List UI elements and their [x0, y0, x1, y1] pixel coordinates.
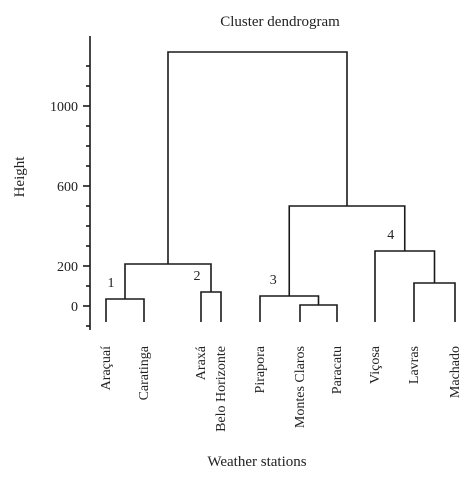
cluster-label: 4: [387, 228, 394, 243]
cluster-label: 1: [108, 276, 115, 291]
cluster-label: 3: [270, 273, 277, 288]
cluster-labels: 1 2 3 4: [108, 228, 395, 291]
dendrogram-link-m9: [167, 51, 348, 264]
leaf-label: Machado: [448, 346, 463, 398]
dendrogram-link-m1: [105, 298, 145, 322]
dendrogram-link-m4: [299, 304, 338, 322]
leaf-label: Viçosa: [368, 345, 383, 384]
dendrogram-link-m6: [413, 282, 456, 322]
y-tick-label: 1000: [50, 100, 78, 115]
dendrogram-tree: [105, 51, 456, 322]
leaf-label: Caratinga: [137, 345, 152, 400]
leaf-label: Araçuaí: [99, 346, 114, 390]
y-tick-label: 200: [57, 260, 78, 275]
leaf-label: Lavras: [407, 346, 422, 384]
y-tick-label: 600: [57, 180, 78, 195]
dendrogram-link-m5: [259, 295, 320, 322]
dendrogram-link-m2: [200, 291, 222, 322]
y-axis: 0 200 600 1000: [50, 36, 91, 330]
dendrogram-link-m7: [374, 250, 436, 322]
chart-title: Cluster dendrogram: [220, 14, 340, 30]
cluster-label: 2: [194, 269, 201, 284]
y-axis-label: Height: [12, 156, 28, 198]
leaf-label: Belo Horizonte: [214, 346, 229, 432]
leaf-label: Montes Claros: [293, 346, 308, 428]
leaf-label: Paracatu: [330, 346, 345, 394]
leaf-label: Pirapora: [253, 345, 268, 393]
leaf-labels: Araçuaí Caratinga Araxá Belo Horizonte Pirap…: [99, 345, 463, 432]
leaf-label: Araxá: [194, 345, 209, 380]
x-axis-label: Weather stations: [207, 454, 306, 470]
y-tick-label: 0: [71, 300, 78, 315]
